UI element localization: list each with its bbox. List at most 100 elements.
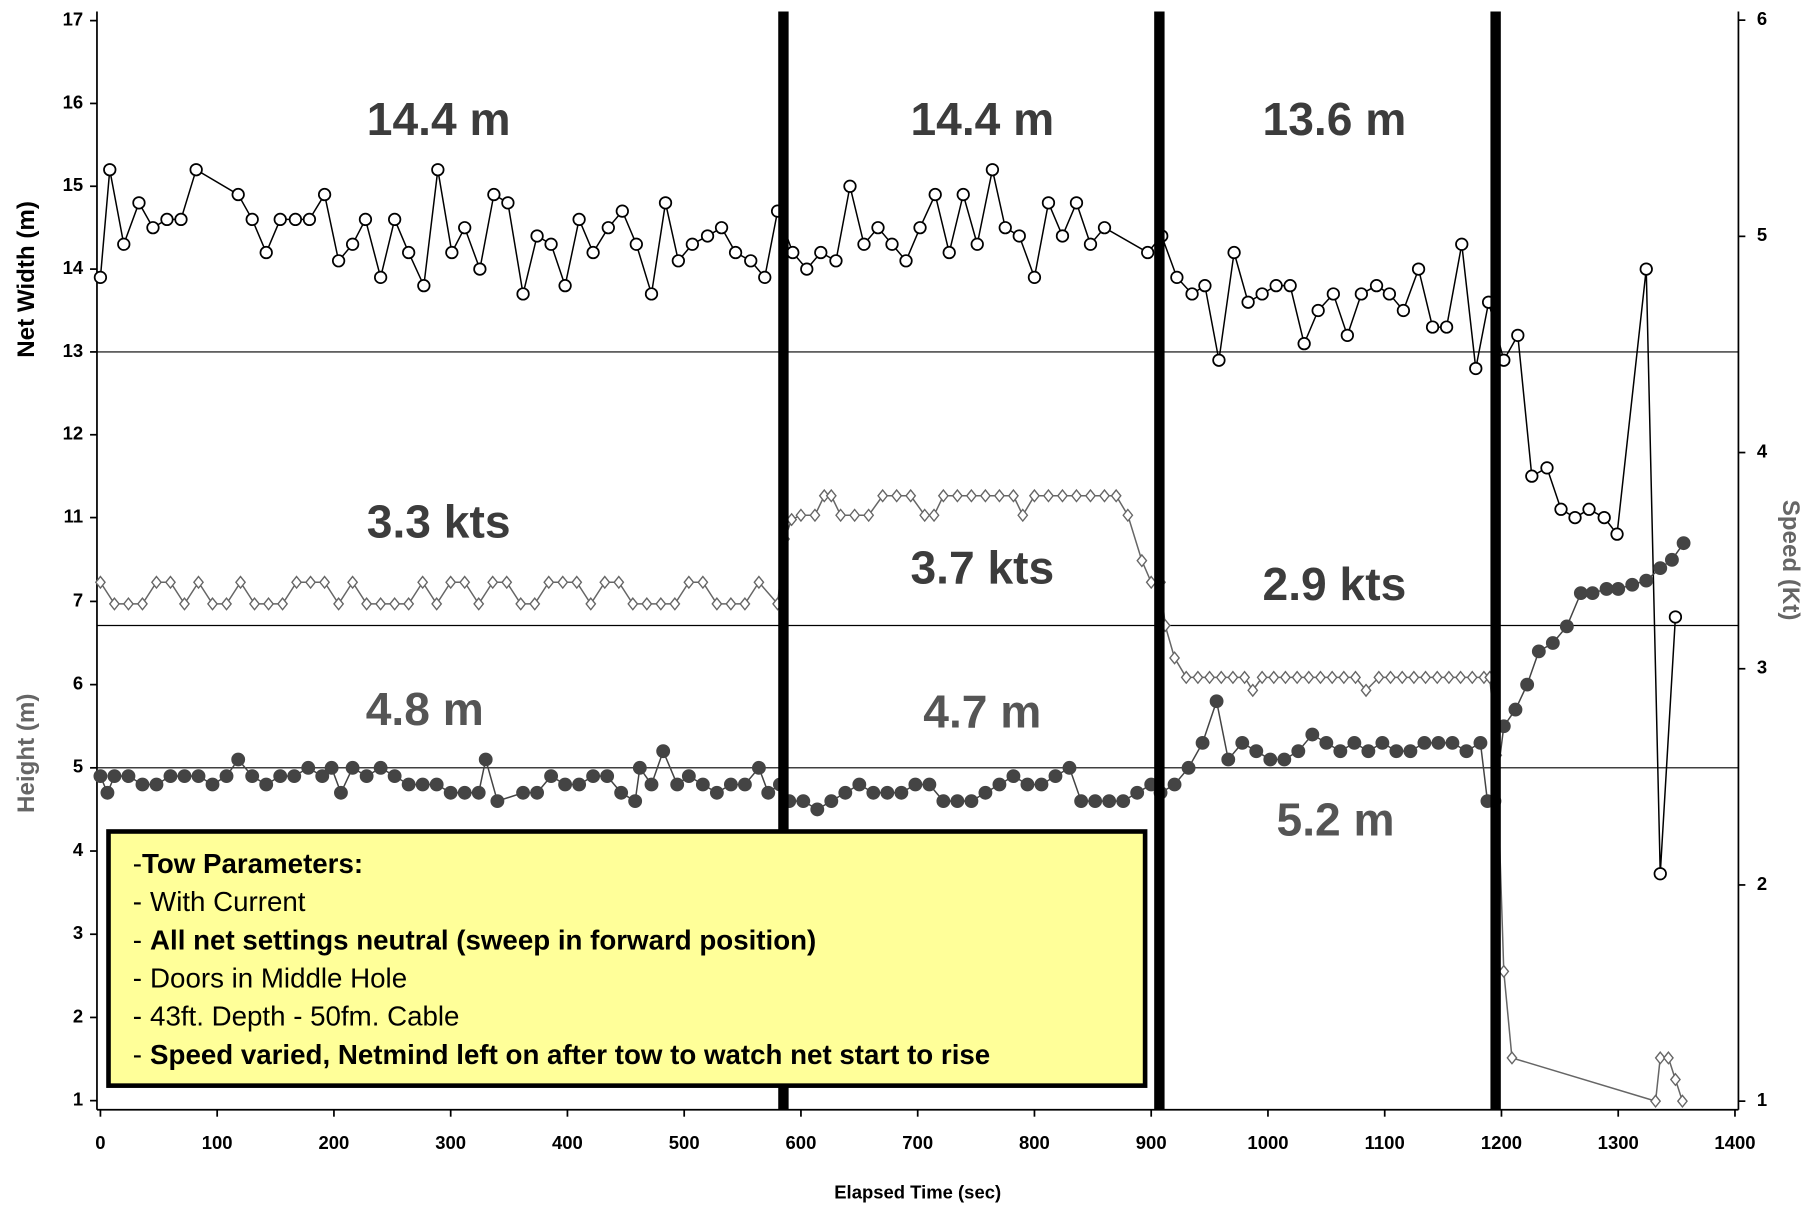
data-point — [459, 575, 471, 590]
data-point — [324, 760, 339, 775]
data-point — [315, 769, 330, 784]
data-point — [728, 245, 743, 260]
data-point — [1340, 328, 1354, 342]
data-point — [1235, 735, 1250, 750]
data-point — [516, 785, 530, 800]
data-point — [928, 508, 940, 523]
data-point — [259, 245, 273, 260]
data-point — [629, 237, 643, 251]
data-point — [1221, 752, 1236, 767]
data-point — [122, 597, 134, 611]
data-point — [843, 179, 857, 193]
data-point — [810, 802, 825, 817]
data-point — [164, 575, 176, 590]
data-point — [415, 777, 430, 792]
data-point — [1525, 469, 1539, 483]
data-point — [601, 221, 615, 235]
data-point — [1676, 1094, 1688, 1109]
data-point — [501, 196, 515, 210]
data-point — [331, 254, 346, 268]
data-point — [866, 785, 881, 800]
data-point — [108, 597, 120, 611]
data-point — [373, 270, 388, 284]
data-point — [1020, 777, 1035, 792]
data-point — [192, 575, 205, 590]
data-point — [389, 597, 401, 611]
data-point — [1056, 488, 1068, 503]
data-point — [1611, 582, 1626, 596]
data-point — [146, 221, 160, 235]
data-point — [334, 785, 348, 800]
data-point — [1110, 488, 1122, 503]
line-text: Doors in Middle Hole — [150, 963, 407, 994]
data-point — [291, 575, 303, 590]
data-point — [1074, 794, 1089, 809]
data-point — [1639, 573, 1654, 588]
data-point — [922, 777, 937, 792]
data-point — [1195, 735, 1210, 750]
data-point — [1027, 270, 1042, 284]
y-tick-label: 17 — [63, 9, 84, 30]
data-point — [835, 508, 847, 523]
data-point — [473, 597, 485, 611]
data-point — [1554, 502, 1568, 516]
y-axis-title: Net Width (m) — [13, 201, 40, 358]
data-point — [709, 785, 724, 800]
data-point — [1055, 229, 1070, 243]
data-point — [544, 769, 559, 784]
data-point — [641, 597, 653, 611]
data-point — [205, 777, 220, 792]
data-point — [758, 270, 772, 284]
x-tick-label: 1200 — [1481, 1132, 1522, 1153]
data-point — [177, 769, 192, 784]
data-point — [585, 597, 597, 611]
data-point — [1297, 337, 1311, 351]
data-point — [1676, 536, 1691, 551]
data-point — [245, 769, 260, 784]
data-point — [1610, 527, 1624, 541]
data-point — [135, 777, 150, 792]
data-point — [1506, 1051, 1518, 1065]
data-point — [249, 597, 261, 611]
data-point — [100, 785, 115, 800]
data-point — [319, 575, 331, 590]
data-point — [1319, 735, 1334, 750]
data-point — [1369, 279, 1384, 293]
data-point — [1192, 670, 1204, 685]
data-point — [121, 769, 136, 784]
y-tick-label: 5 — [1757, 224, 1767, 245]
data-point — [814, 245, 828, 260]
data-point — [744, 254, 758, 268]
y-tick-label: 15 — [63, 174, 84, 195]
data-point — [245, 212, 259, 227]
data-point — [558, 279, 572, 293]
data-point — [1277, 752, 1292, 767]
data-point — [163, 769, 178, 784]
data-point — [1459, 744, 1474, 759]
data-point — [1255, 287, 1269, 301]
data-point — [950, 794, 965, 809]
data-point — [1241, 295, 1255, 309]
data-point — [1006, 769, 1021, 784]
x-tick-label: 200 — [319, 1132, 350, 1153]
data-point — [490, 794, 505, 809]
y-tick-label: 4 — [1757, 440, 1768, 461]
data-point — [1247, 683, 1259, 698]
data-point — [863, 508, 875, 523]
y-tick-label: 5 — [73, 756, 83, 777]
x-tick-label: 500 — [669, 1132, 700, 1153]
data-point — [1291, 670, 1303, 685]
text-box-line: -43ft. Depth - 50fm. Cable — [133, 1001, 460, 1032]
y-tick-label: 6 — [1757, 8, 1767, 29]
x-tick-label: 300 — [435, 1132, 466, 1153]
data-point — [1167, 777, 1182, 792]
data-point — [1181, 760, 1196, 775]
data-point — [951, 488, 963, 503]
data-point — [1508, 702, 1523, 717]
data-point — [1017, 508, 1029, 523]
data-point — [1654, 1051, 1666, 1065]
data-point — [94, 575, 106, 590]
data-point — [445, 245, 459, 260]
data-point — [825, 488, 837, 503]
